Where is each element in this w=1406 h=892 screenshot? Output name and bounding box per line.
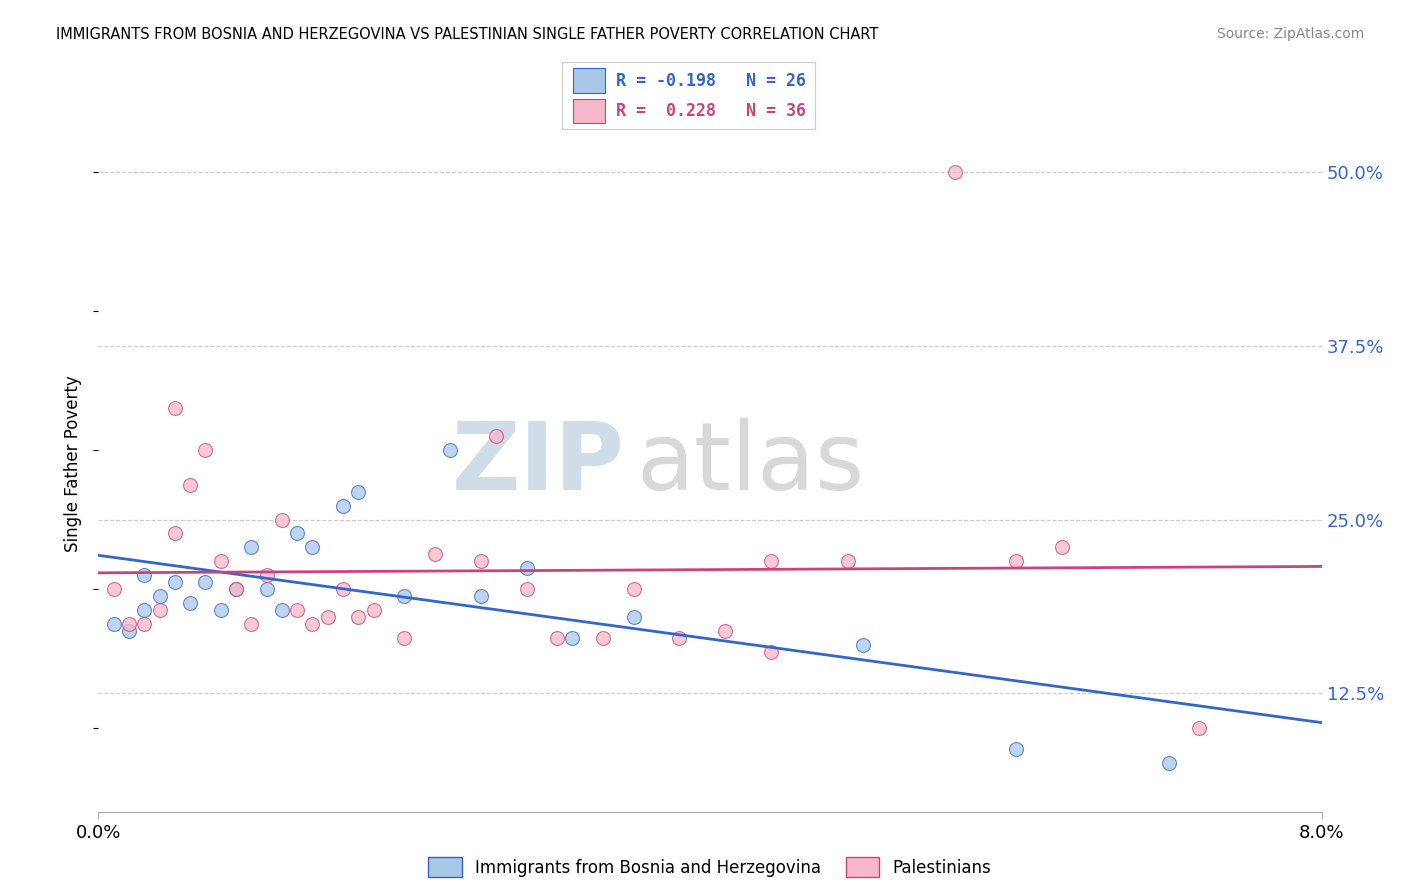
Point — [668, 631, 690, 645]
Point — [118, 616, 141, 631]
Point — [423, 547, 446, 561]
Point — [163, 575, 186, 590]
Point — [347, 484, 370, 499]
Point — [392, 589, 416, 603]
Point — [837, 554, 859, 568]
Legend: Immigrants from Bosnia and Herzegovina, Palestinians: Immigrants from Bosnia and Herzegovina, … — [422, 851, 998, 883]
Point — [852, 638, 875, 652]
Text: Source: ZipAtlas.com: Source: ZipAtlas.com — [1216, 27, 1364, 41]
Point — [516, 582, 538, 596]
Point — [332, 582, 354, 596]
Point — [163, 526, 186, 541]
Point — [714, 624, 737, 638]
Point — [301, 541, 323, 555]
Point — [194, 575, 217, 590]
Point — [225, 582, 247, 596]
Point — [623, 582, 645, 596]
Point — [1004, 742, 1026, 756]
Point — [1004, 554, 1026, 568]
Point — [134, 568, 156, 582]
Point — [1188, 721, 1211, 735]
Point — [301, 616, 323, 631]
Point — [1050, 541, 1073, 555]
Text: atlas: atlas — [637, 417, 865, 510]
Point — [240, 616, 263, 631]
Point — [240, 541, 263, 555]
Point — [347, 610, 370, 624]
Point — [1157, 756, 1180, 770]
FancyBboxPatch shape — [572, 99, 606, 123]
Point — [943, 164, 966, 178]
Point — [270, 512, 294, 526]
Point — [225, 582, 247, 596]
Point — [470, 589, 492, 603]
Point — [546, 631, 568, 645]
Point — [118, 624, 141, 638]
Point — [256, 568, 278, 582]
FancyBboxPatch shape — [572, 69, 606, 93]
Point — [149, 589, 172, 603]
Point — [592, 631, 614, 645]
Point — [623, 610, 645, 624]
Point — [561, 631, 583, 645]
Point — [439, 442, 461, 457]
Text: R =  0.228   N = 36: R = 0.228 N = 36 — [616, 103, 806, 120]
Point — [134, 603, 156, 617]
Point — [103, 582, 125, 596]
Point — [759, 554, 782, 568]
Point — [332, 499, 354, 513]
Point — [759, 645, 782, 659]
Point — [363, 603, 385, 617]
Point — [485, 429, 508, 443]
Point — [179, 596, 201, 610]
Point — [256, 582, 278, 596]
Point — [149, 603, 172, 617]
Point — [285, 526, 308, 541]
Point — [285, 603, 308, 617]
Point — [134, 616, 156, 631]
Point — [179, 477, 201, 491]
Point — [209, 603, 232, 617]
Point — [103, 616, 125, 631]
Point — [270, 603, 294, 617]
Text: ZIP: ZIP — [451, 417, 624, 510]
Point — [163, 401, 186, 416]
Y-axis label: Single Father Poverty: Single Father Poverty — [65, 376, 83, 552]
Point — [316, 610, 339, 624]
Point — [392, 631, 416, 645]
Point — [194, 442, 217, 457]
Point — [470, 554, 492, 568]
Point — [209, 554, 232, 568]
Text: R = -0.198   N = 26: R = -0.198 N = 26 — [616, 72, 806, 90]
Point — [516, 561, 538, 575]
Text: IMMIGRANTS FROM BOSNIA AND HERZEGOVINA VS PALESTINIAN SINGLE FATHER POVERTY CORR: IMMIGRANTS FROM BOSNIA AND HERZEGOVINA V… — [56, 27, 879, 42]
